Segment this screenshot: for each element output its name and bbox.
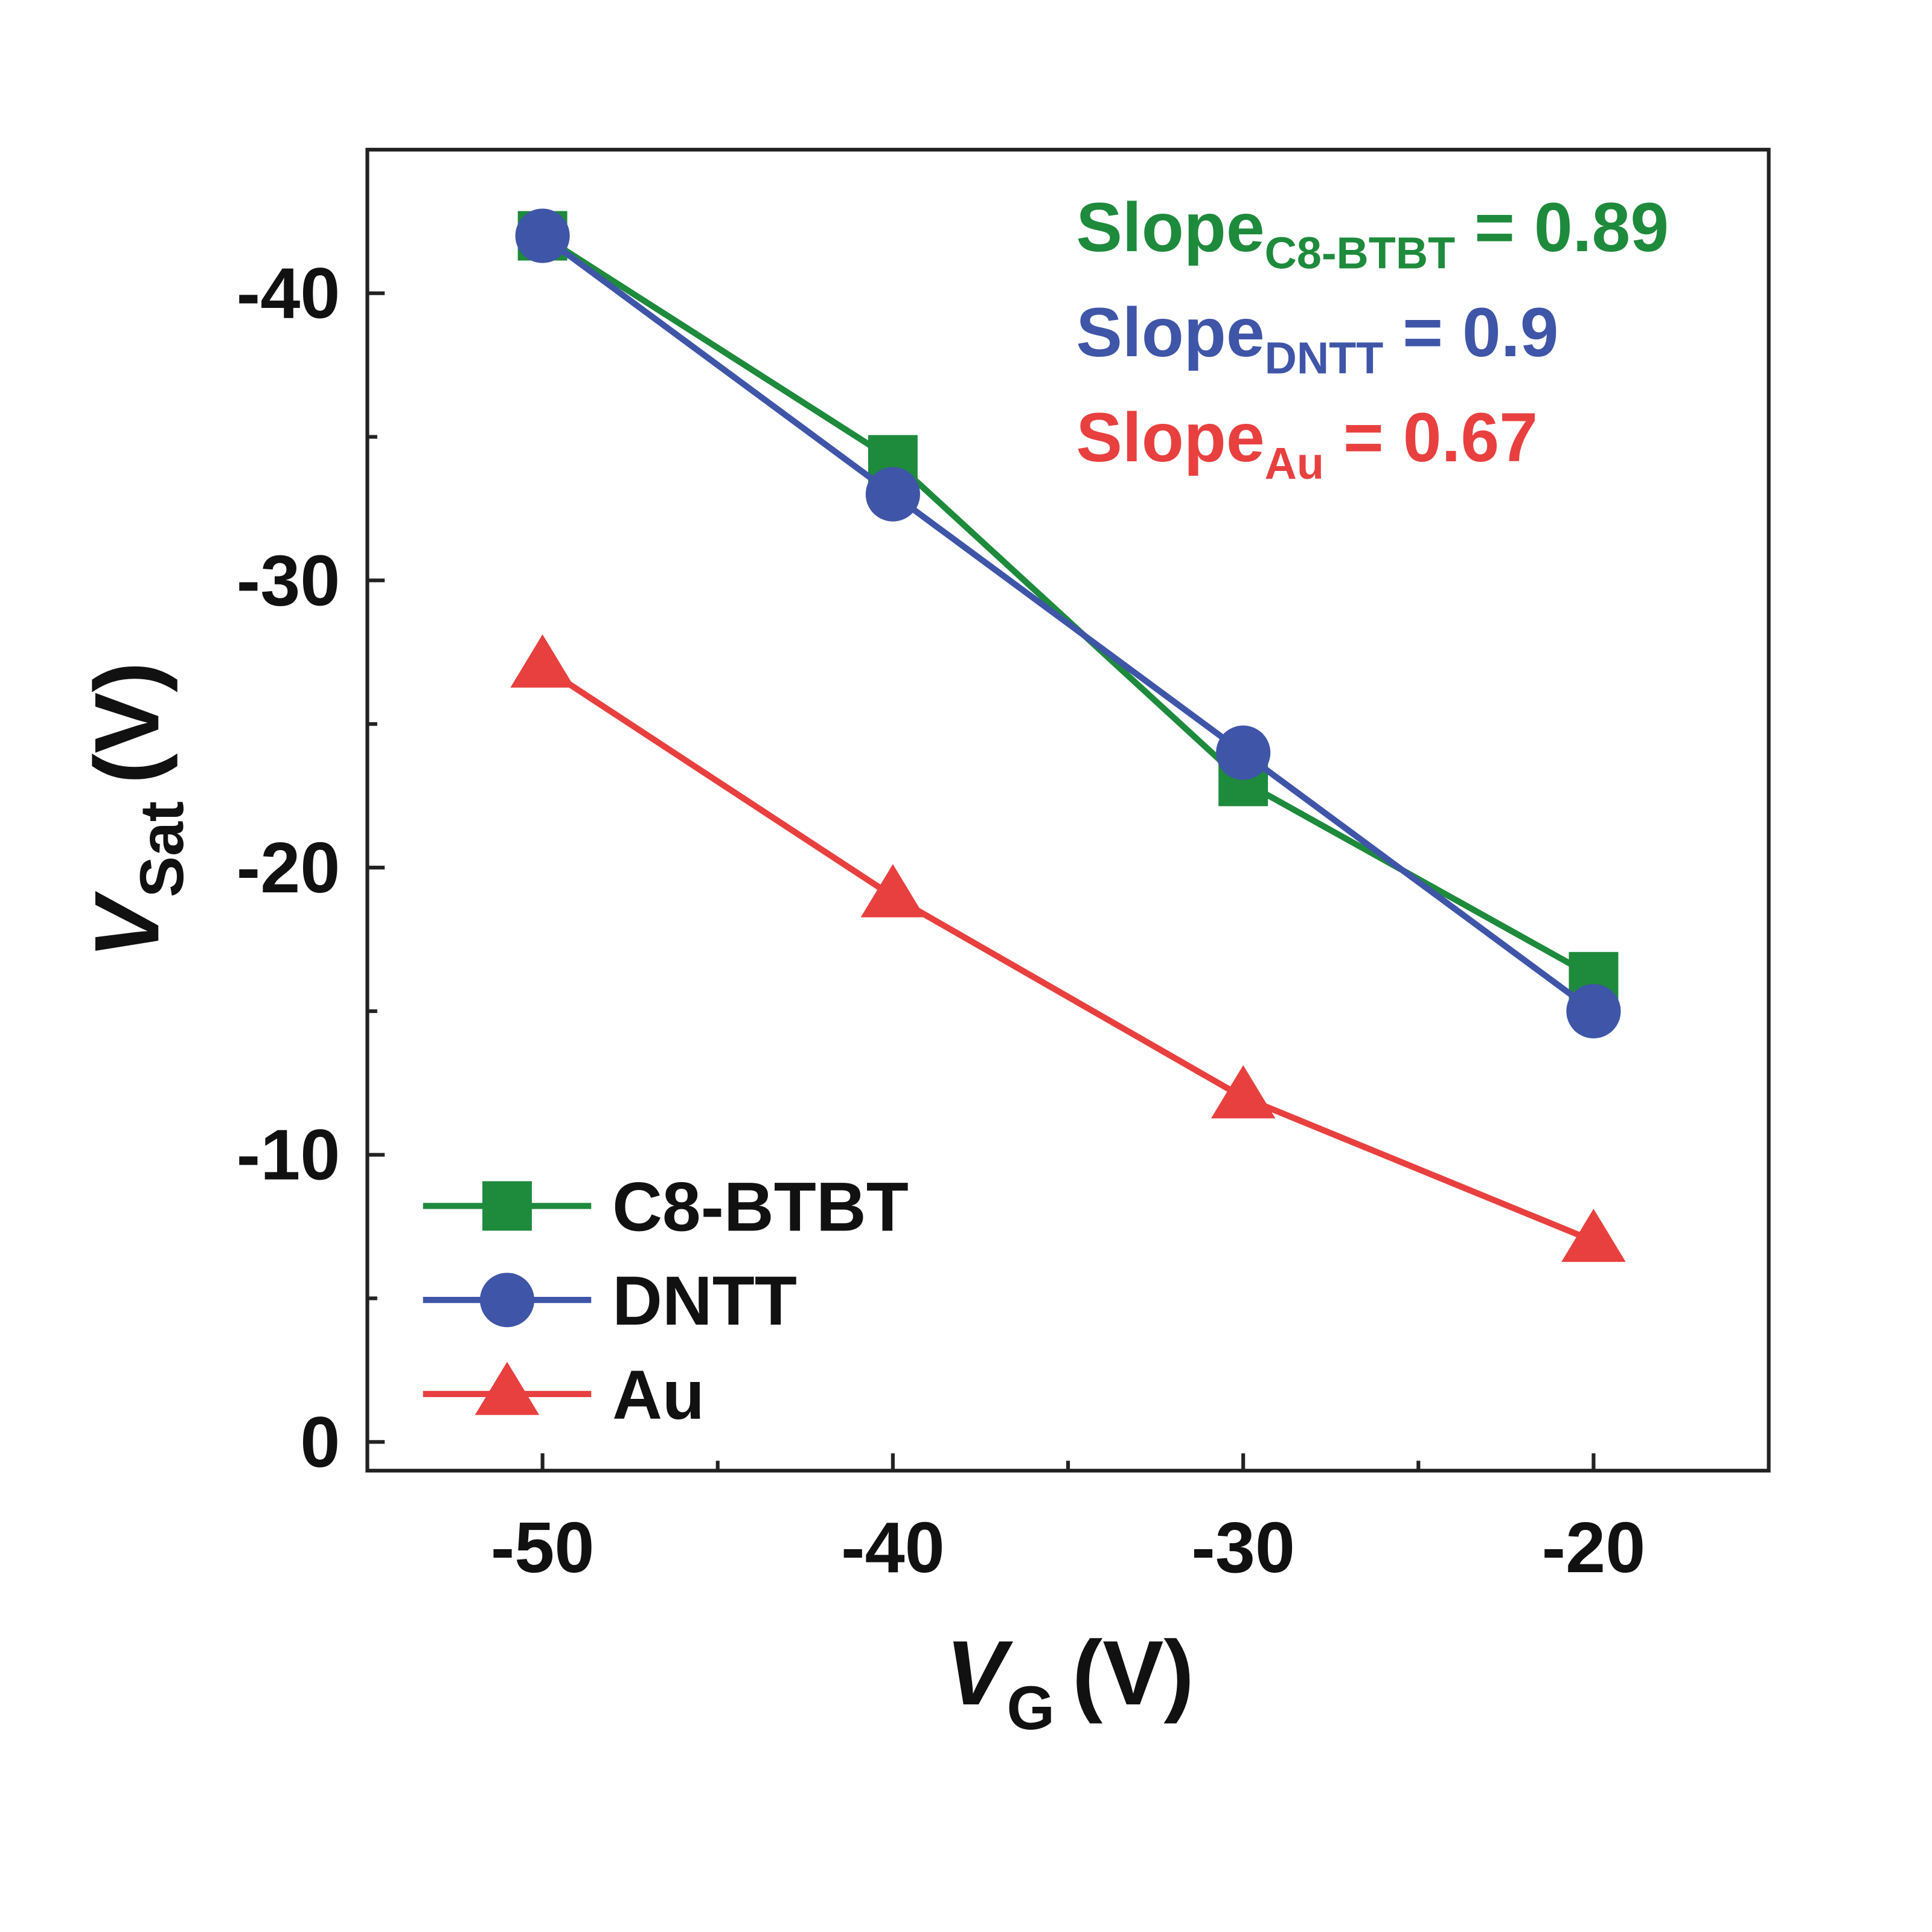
- data-point: [1561, 1209, 1626, 1262]
- y-tick-label: 0: [300, 1402, 340, 1482]
- y-tick-label: -40: [237, 254, 341, 334]
- data-point: [1216, 725, 1271, 780]
- slope-annotation: SlopeC8-BTBT = 0.89: [1076, 189, 1669, 278]
- legend-label: DNTT: [612, 1262, 797, 1340]
- y-tick-label: -20: [237, 828, 341, 908]
- legend-item-c8-btbt: C8-BTBT: [423, 1168, 909, 1246]
- data-point: [1211, 1065, 1276, 1119]
- x-tick-label: -40: [841, 1508, 945, 1588]
- legend-marker: [482, 1181, 532, 1231]
- data-point: [865, 467, 920, 522]
- series-line: [540, 233, 1596, 1014]
- data-point: [515, 208, 570, 263]
- legend-item-au: Au: [423, 1357, 705, 1434]
- legend-marker: [475, 1361, 540, 1415]
- legend-label: C8-BTBT: [612, 1168, 909, 1246]
- legend-label: Au: [612, 1357, 705, 1434]
- y-tick-label: -30: [237, 540, 341, 621]
- x-tick-label: -20: [1542, 1508, 1646, 1588]
- slope-annotation: SlopeAu = 0.67: [1076, 399, 1538, 488]
- series-dntt: [515, 208, 1621, 1038]
- y-tick-label: -10: [237, 1115, 341, 1195]
- x-tick-label: -50: [491, 1508, 595, 1588]
- data-point: [1566, 984, 1621, 1038]
- data-point: [860, 864, 926, 918]
- slope-annotation: SlopeDNTT = 0.9: [1076, 294, 1558, 383]
- legend: C8-BTBT DNTT Au: [423, 1168, 909, 1434]
- legend-marker: [479, 1273, 535, 1328]
- annotations: SlopeC8-BTBT = 0.89 SlopeDNTT = 0.9 SlopeA…: [1076, 189, 1669, 488]
- series-line: [540, 664, 1595, 1244]
- y-axis-label: VSat(V): [76, 662, 196, 958]
- x-axis-label: VG (V): [945, 1622, 1194, 1742]
- series-au: [510, 634, 1626, 1262]
- data-point: [510, 634, 575, 688]
- legend-item-dntt: DNTT: [423, 1262, 797, 1340]
- x-tick-label: -30: [1191, 1508, 1295, 1588]
